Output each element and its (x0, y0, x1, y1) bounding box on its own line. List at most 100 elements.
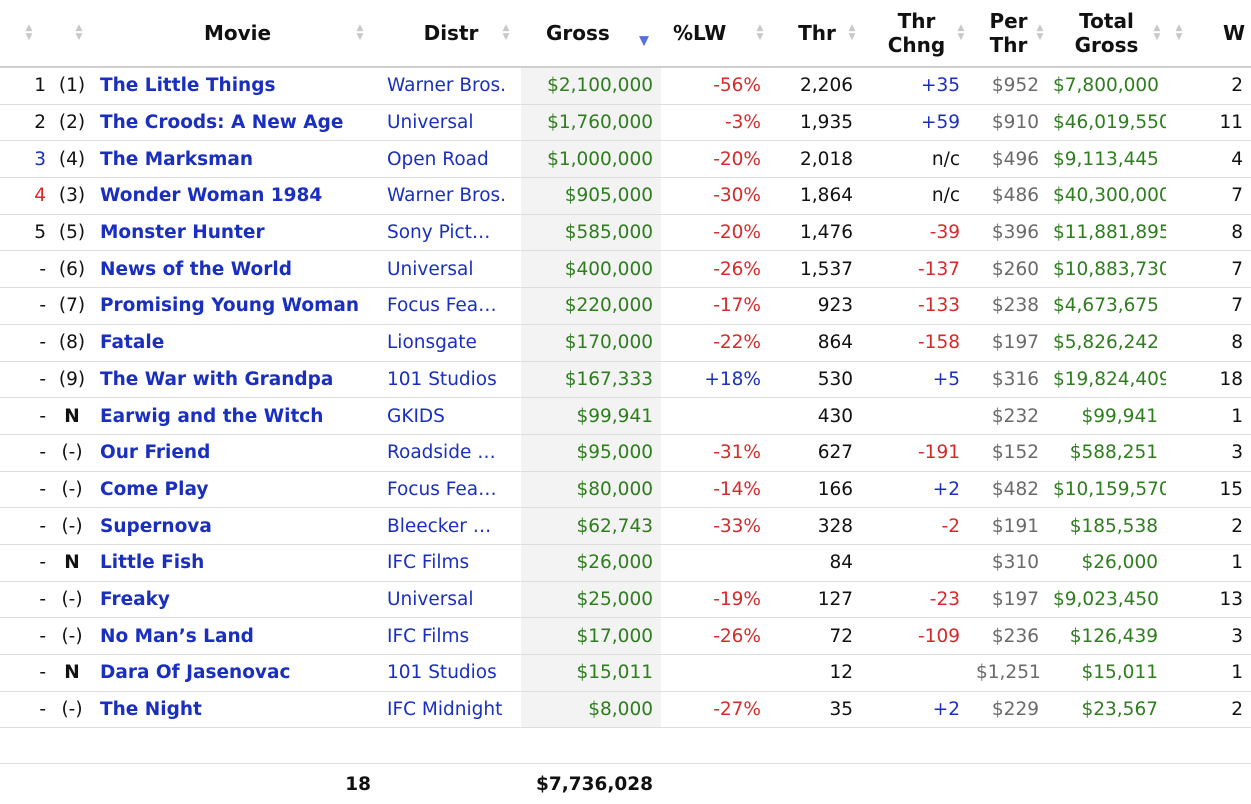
prev-rank-cell: (-) (50, 617, 94, 655)
per-theater-cell: $229 (970, 691, 1047, 729)
distributor-link[interactable]: Focus Fea… (381, 287, 521, 325)
pct-last-week-cell: -31% (661, 434, 771, 472)
prev-rank-cell: (3) (50, 177, 94, 215)
header-label: Thr (798, 21, 836, 45)
movie-title-link[interactable]: Dara Of Jasenovac (94, 654, 381, 692)
movie-title-link[interactable]: The War with Grandpa (94, 361, 381, 399)
prev-rank-cell: N (50, 654, 94, 692)
distributor-link[interactable]: IFC Films (381, 617, 521, 655)
movie-title-link[interactable]: Supernova (94, 507, 381, 545)
theater-change-cell: n/c (863, 177, 970, 215)
rank-cell: 2 (0, 104, 50, 142)
movie-title-link[interactable]: No Man’s Land (94, 617, 381, 655)
table-row: - (-) Freaky Universal $25,000 -19% 127 -23 $197… (0, 581, 1251, 619)
distributor-link[interactable]: IFC Films (381, 544, 521, 582)
movie-title-link[interactable]: The Marksman (94, 140, 381, 179)
movie-title-link[interactable]: Promising Young Woman (94, 287, 381, 325)
movie-title-link[interactable]: Our Friend (94, 434, 381, 472)
col-weeks-header[interactable]: ▲ ▼ W (1166, 0, 1251, 68)
col-total-gross-header[interactable]: Total Gross ▲ ▼ (1047, 0, 1166, 68)
distributor-link[interactable]: Universal (381, 104, 521, 142)
sort-both-icon: ▲ ▼ (25, 23, 33, 42)
total-gross-cell: $26,000 (1047, 544, 1166, 582)
col-distr-header[interactable]: Distr ▲ ▼ (381, 0, 521, 68)
weeks-cell: 1 (1166, 544, 1251, 582)
rank-cell: - (0, 617, 50, 655)
col-prev-header[interactable]: ▲ ▼ (50, 0, 94, 68)
distributor-link[interactable]: Sony Pict… (381, 214, 521, 252)
movie-title-link[interactable]: The Little Things (94, 67, 381, 105)
distributor-link[interactable]: GKIDS (381, 397, 521, 435)
distributor-link[interactable]: Lionsgate (381, 324, 521, 362)
distributor-link[interactable]: Warner Bros. (381, 67, 521, 105)
movie-title-link[interactable]: Monster Hunter (94, 214, 381, 252)
movie-title-link[interactable]: Little Fish (94, 544, 381, 582)
total-gross-cell: $15,011 (1047, 654, 1166, 692)
movie-title-link[interactable]: Freaky (94, 581, 381, 619)
rank-cell: - (0, 471, 50, 509)
total-gross-cell: $99,941 (1047, 397, 1166, 435)
table-row: - (-) No Man’s Land IFC Films $17,000 -26% 72-… (0, 617, 1251, 655)
prev-rank-cell: (-) (50, 471, 94, 509)
rank-cell: - (0, 691, 50, 729)
distributor-link[interactable]: Focus Fea… (381, 471, 521, 509)
gross-cell: $99,941 (521, 397, 661, 435)
pct-last-week-cell: -26% (661, 250, 771, 289)
col-gross-header[interactable]: Gross ▼ (521, 0, 661, 68)
pct-last-week-cell: -14% (661, 471, 771, 509)
theaters-cell: 84 (771, 544, 863, 582)
distributor-link[interactable]: Universal (381, 250, 521, 289)
rank-cell: - (0, 397, 50, 435)
per-theater-cell: $191 (970, 507, 1047, 545)
rank-cell: - (0, 544, 50, 582)
per-theater-cell: $310 (970, 544, 1047, 582)
prev-rank-cell: (-) (50, 434, 94, 472)
movie-title-link[interactable]: The Night (94, 691, 381, 729)
col-lw-header[interactable]: %LW ▲ ▼ (661, 0, 771, 68)
theater-change-cell: -133 (863, 287, 970, 325)
rank-cell: 4 (0, 177, 50, 215)
pct-last-week-cell: -20% (661, 140, 771, 179)
movie-title-link[interactable]: Fatale (94, 324, 381, 362)
distributor-link[interactable]: Warner Bros. (381, 177, 521, 215)
theater-change-cell: -23 (863, 581, 970, 619)
per-theater-cell: $482 (970, 471, 1047, 509)
gross-cell: $80,000 (521, 471, 661, 509)
movie-title-link[interactable]: Come Play (94, 471, 381, 509)
theaters-cell: 12 (771, 654, 863, 692)
col-movie-header[interactable]: Movie ▲ ▼ (94, 0, 381, 68)
per-theater-cell: $236 (970, 617, 1047, 655)
rank-cell: - (0, 250, 50, 289)
col-per-thr-header[interactable]: Per Thr ▲ ▼ (970, 0, 1047, 68)
distributor-link[interactable]: Open Road (381, 140, 521, 179)
distributor-link[interactable]: Bleecker … (381, 507, 521, 545)
distributor-link[interactable]: IFC Midnight (381, 691, 521, 729)
theater-change-cell (863, 397, 970, 435)
movie-title-link[interactable]: News of the World (94, 250, 381, 289)
total-gross-cell: $10,883,730 (1047, 250, 1166, 289)
total-count: 18 (345, 773, 371, 795)
header-label: Thr Chng (887, 9, 946, 57)
distributor-link[interactable]: 101 Studios (381, 654, 521, 692)
prev-rank-cell: (8) (50, 324, 94, 362)
col-thr-chng-header[interactable]: Thr Chng ▲ ▼ (863, 0, 970, 68)
header-label: Gross (546, 21, 610, 45)
totals-row: 18 $7,736,028 (0, 764, 1251, 804)
table-row: 5 (5) Monster Hunter Sony Pict… $585,000 -20%… (0, 214, 1251, 252)
weeks-cell: 2 (1166, 691, 1251, 729)
col-thr-header[interactable]: Thr ▲ ▼ (771, 0, 863, 68)
per-theater-cell: $238 (970, 287, 1047, 325)
distributor-link[interactable]: Universal (381, 581, 521, 619)
pct-last-week-cell: -3% (661, 104, 771, 142)
sort-desc-icon: ▼ (639, 33, 649, 49)
distributor-link[interactable]: Roadside … (381, 434, 521, 472)
col-rank-header[interactable]: ▲ ▼ (0, 0, 50, 68)
weeks-cell: 7 (1166, 177, 1251, 215)
header-label: Total Gross (1074, 9, 1139, 57)
theater-change-cell (863, 544, 970, 582)
movie-title-link[interactable]: The Croods: A New Age (94, 104, 381, 142)
distributor-link[interactable]: 101 Studios (381, 361, 521, 399)
prev-rank-cell: (6) (50, 250, 94, 289)
movie-title-link[interactable]: Wonder Woman 1984 (94, 177, 381, 215)
movie-title-link[interactable]: Earwig and the Witch (94, 397, 381, 435)
